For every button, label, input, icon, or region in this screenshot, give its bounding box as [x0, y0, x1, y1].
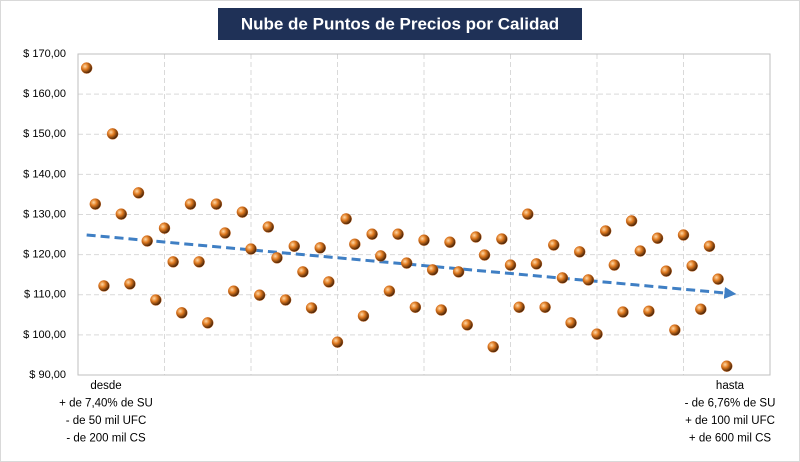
point	[608, 259, 620, 271]
point	[106, 128, 119, 140]
point	[539, 301, 551, 313]
point	[695, 303, 707, 315]
y-tick-label: $ 150,00	[23, 128, 66, 140]
y-tick-label: $ 100,00	[23, 329, 66, 341]
point	[366, 228, 378, 240]
point	[262, 221, 274, 233]
point	[565, 317, 577, 329]
point	[150, 294, 162, 306]
point	[470, 231, 482, 243]
annotation: - de 50 mil UFC	[66, 415, 147, 427]
annotation: desde	[90, 380, 121, 392]
point	[340, 213, 352, 225]
point	[141, 235, 153, 247]
point	[522, 208, 534, 220]
annotation: + de 600 mil CS	[689, 433, 771, 445]
point	[392, 228, 404, 240]
point	[89, 198, 102, 210]
point	[599, 225, 612, 237]
point	[660, 265, 672, 277]
point	[634, 245, 646, 257]
point	[124, 278, 136, 290]
annotation: - de 6,76% de SU	[685, 398, 776, 410]
point	[80, 62, 93, 74]
point	[478, 249, 491, 261]
point	[158, 222, 171, 234]
point	[487, 341, 499, 353]
y-tick-label: $ 130,00	[23, 208, 66, 220]
point	[426, 264, 439, 276]
point	[496, 233, 508, 245]
point	[167, 256, 179, 268]
point	[444, 236, 456, 248]
point	[556, 272, 569, 284]
annotation: + de 100 mil UFC	[685, 415, 775, 427]
point	[98, 280, 110, 292]
point	[253, 289, 266, 301]
trend-line	[86, 233, 737, 299]
point	[115, 208, 127, 220]
point	[703, 240, 716, 252]
point	[504, 259, 517, 271]
point	[132, 187, 145, 199]
point	[401, 257, 413, 269]
point	[513, 301, 525, 313]
point	[617, 306, 629, 318]
y-tick-label: $ 170,00	[23, 48, 66, 60]
annotation: + de 7,40% de SU	[59, 398, 153, 410]
point	[314, 242, 326, 254]
point	[721, 360, 733, 372]
point	[686, 260, 698, 272]
point	[305, 302, 318, 314]
point	[530, 258, 543, 270]
y-tick-label: $ 110,00	[24, 289, 66, 301]
point	[271, 252, 283, 264]
plot-border	[77, 53, 771, 376]
point	[227, 285, 240, 297]
chart-title: Nube de Puntos de Precios por Calidad	[241, 14, 559, 33]
point	[202, 317, 214, 329]
point	[418, 234, 430, 246]
point	[712, 273, 724, 285]
title-box	[218, 8, 582, 40]
point	[297, 266, 309, 278]
point	[625, 215, 638, 227]
point	[193, 256, 205, 268]
y-tick-label: $ 140,00	[23, 168, 66, 180]
point	[452, 266, 465, 278]
point	[349, 238, 361, 250]
annotation: - de 200 mil CS	[66, 433, 146, 445]
point	[591, 328, 603, 340]
point	[409, 301, 422, 313]
point	[375, 250, 387, 262]
y-tick-label: $ 160,00	[23, 88, 66, 100]
annotation: hasta	[716, 380, 745, 392]
point	[383, 285, 396, 297]
point	[357, 310, 370, 322]
point	[279, 294, 292, 306]
y-tick-label: $ 120,00	[23, 249, 66, 261]
point	[461, 319, 473, 331]
point	[288, 240, 300, 252]
point	[548, 239, 560, 251]
y-tick-label: $ 90,00	[29, 369, 66, 381]
point	[176, 307, 188, 319]
point	[651, 232, 664, 244]
point	[245, 243, 257, 255]
point	[219, 227, 231, 239]
point	[323, 276, 335, 288]
point	[669, 324, 681, 336]
point	[435, 304, 447, 316]
point	[677, 229, 690, 241]
point	[574, 246, 586, 258]
point	[643, 305, 655, 317]
point	[236, 206, 249, 218]
point	[184, 198, 197, 210]
point	[331, 336, 344, 348]
point	[582, 274, 595, 286]
point	[210, 198, 223, 210]
